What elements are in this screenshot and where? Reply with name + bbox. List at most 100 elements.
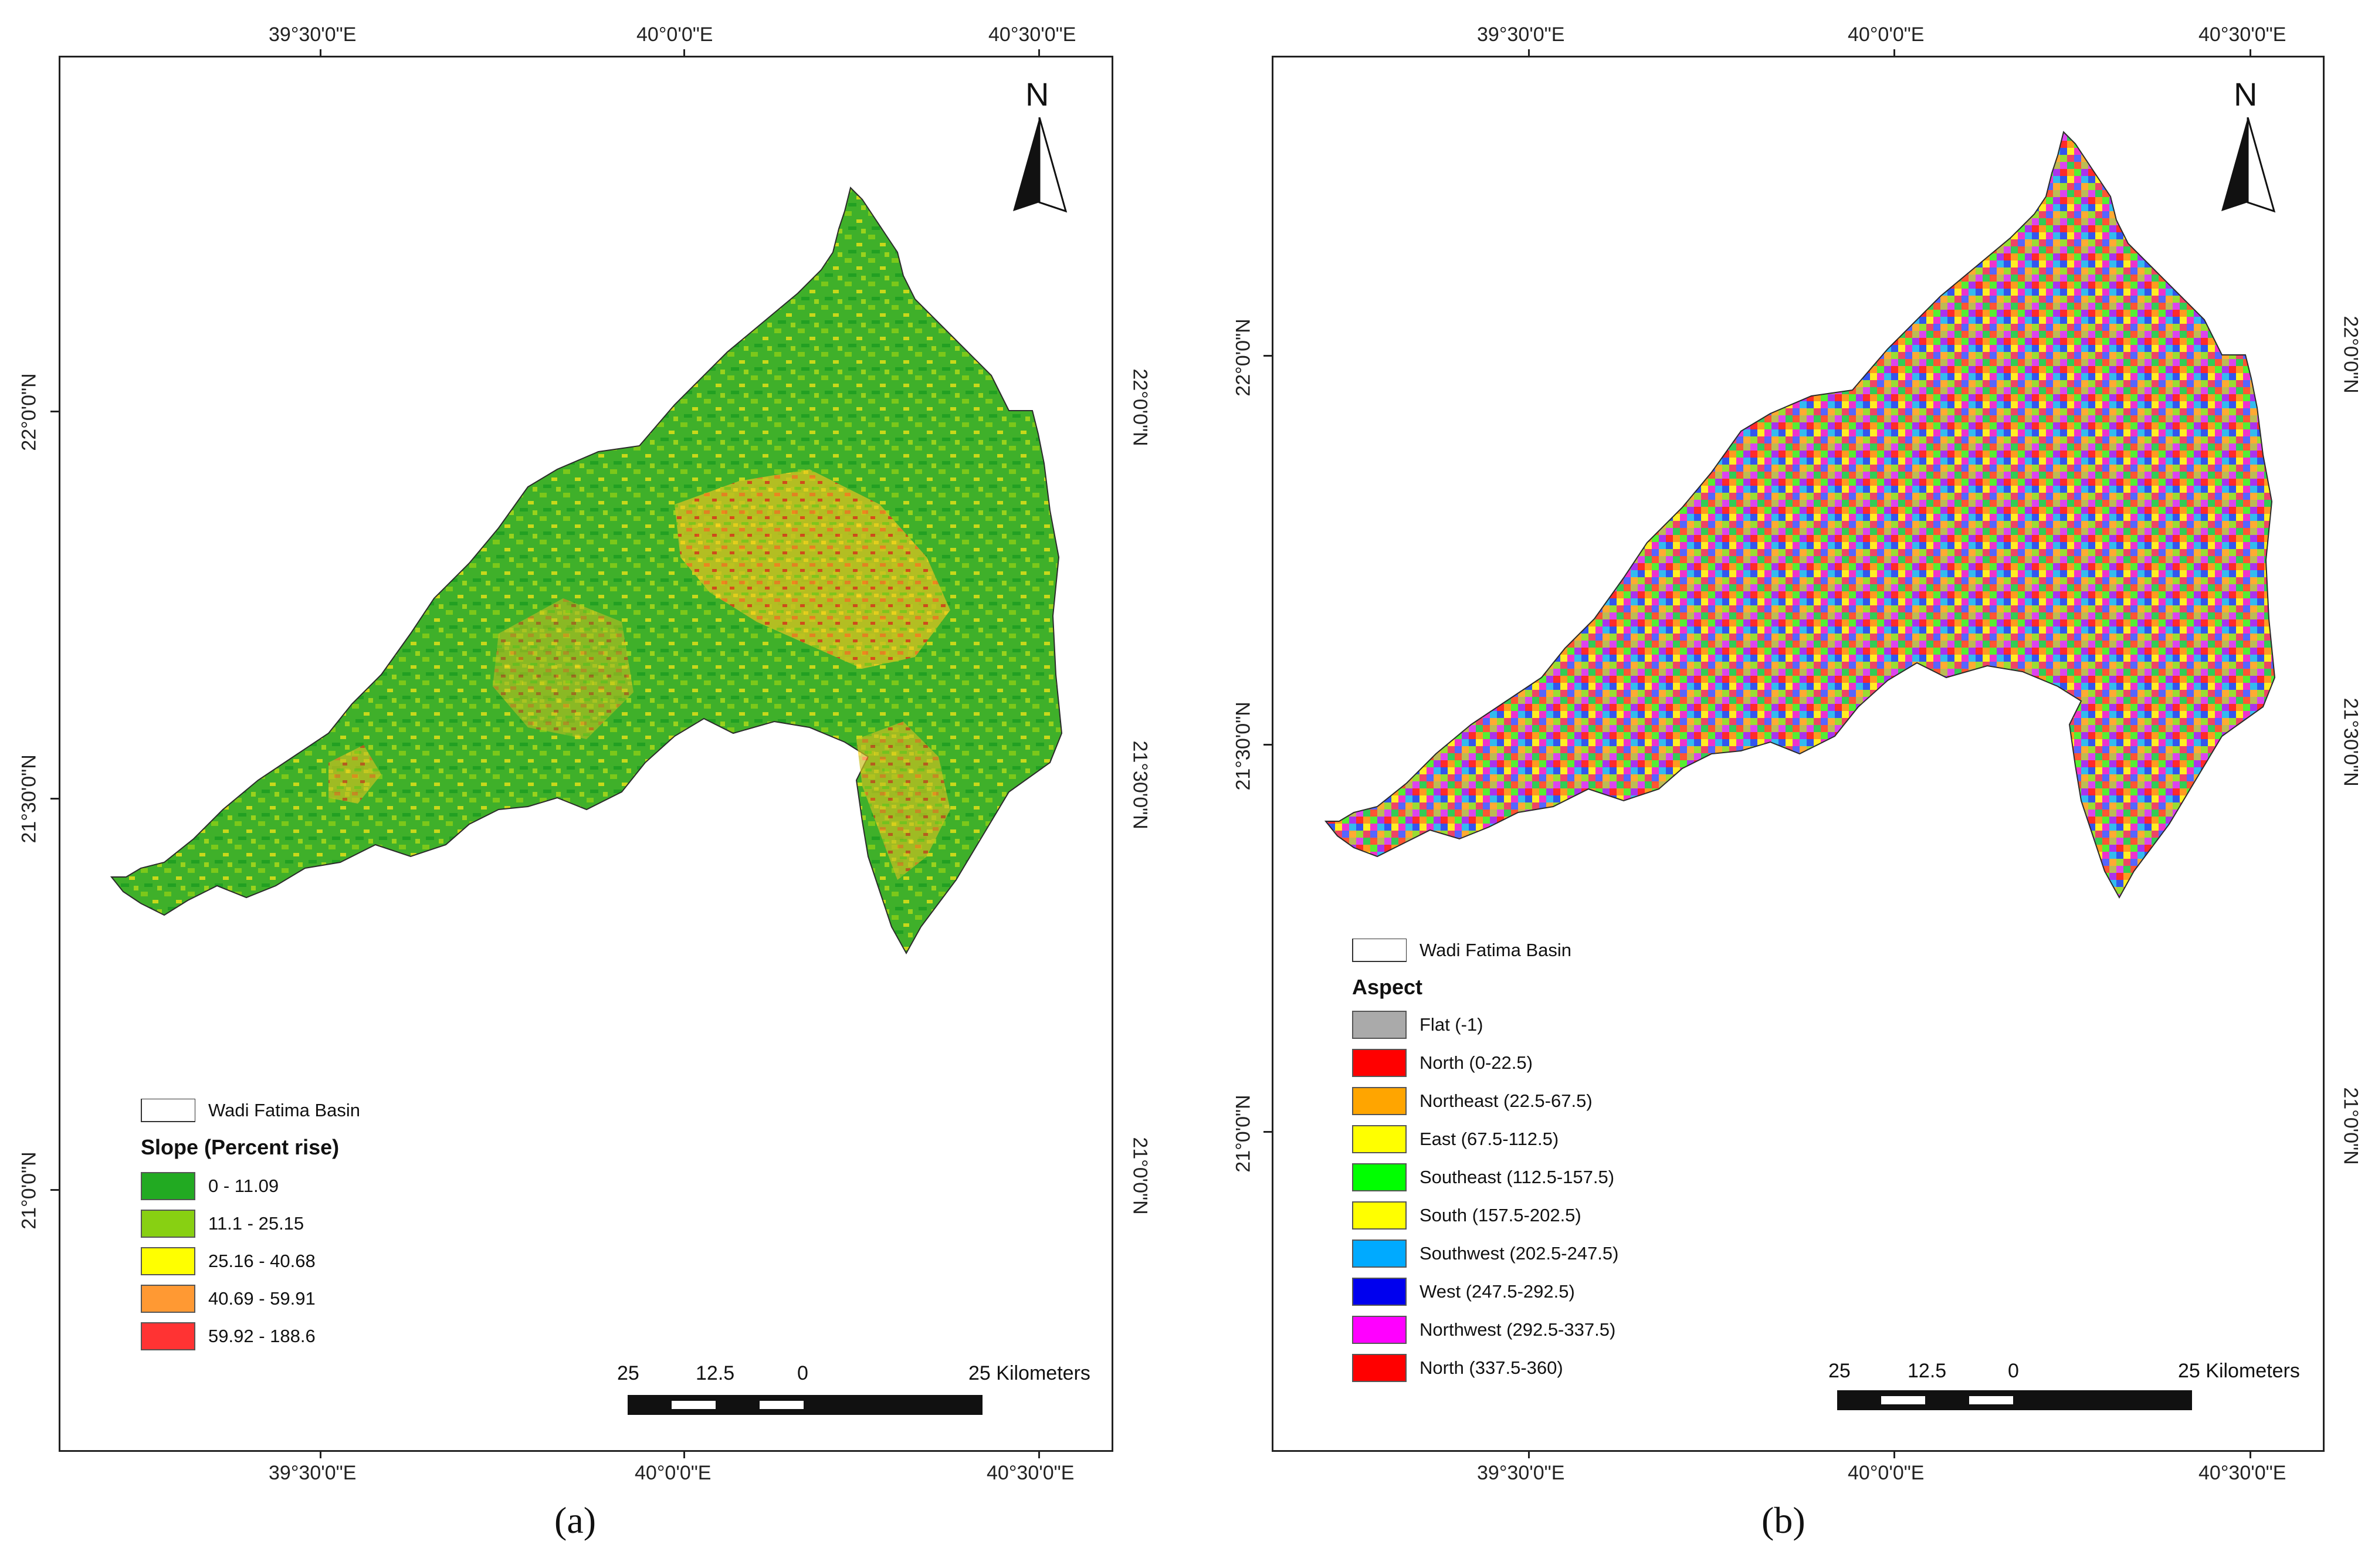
legend-item-a-2: 25.16 - 40.68	[141, 1247, 316, 1276]
legend-label: Southwest (202.5-247.5)	[1420, 1243, 1619, 1264]
bottom-tick-b-2: 40°0'0"E	[1848, 1462, 1925, 1484]
scale-label-km: 25 Kilometers	[968, 1362, 1090, 1384]
bottom-tick-b-3: 40°30'0"E	[2198, 1462, 2286, 1484]
legend-swatch	[1352, 1201, 1407, 1230]
top-tick-b-1: 39°30'0"E	[1477, 23, 1565, 46]
bottom-tick-a-2: 40°0'0"E	[635, 1462, 712, 1484]
legend-swatch	[141, 1172, 195, 1200]
left-tick-mark-a-1	[50, 411, 59, 412]
basin-legend-row-a: Wadi Fatima Basin	[141, 1096, 360, 1125]
bottom-tick-mark-b-2	[1893, 1450, 1895, 1458]
right-tick-b-2: 21°30'0"N	[2339, 697, 2362, 787]
top-tick-a-1: 39°30'0"E	[269, 23, 357, 46]
top-tick-b-2: 40°0'0"E	[1848, 23, 1925, 46]
caption-b: (b)	[1761, 1499, 1805, 1541]
legend-swatch	[141, 1285, 195, 1313]
scale-label-12-5: 12.5	[1908, 1360, 1947, 1382]
legend-item-b-5: South (157.5-202.5)	[1352, 1201, 1581, 1230]
legend-item-b-7: West (247.5-292.5)	[1352, 1277, 1575, 1306]
legend-swatch	[1352, 1240, 1407, 1268]
legend-swatch	[1352, 1316, 1407, 1344]
legend-label: Flat (-1)	[1420, 1014, 1483, 1035]
legend-label: North (0-22.5)	[1420, 1052, 1533, 1073]
scale-label-0: 0	[797, 1362, 808, 1384]
legend-label: East (67.5-112.5)	[1420, 1129, 1559, 1149]
legend-item-a-3: 40.69 - 59.91	[141, 1284, 316, 1313]
north-label-a: N	[1025, 76, 1049, 113]
slope-hotspot-a-2	[856, 722, 950, 880]
right-tick-b-1: 22°0'0"N	[2339, 316, 2362, 394]
bottom-tick-mark-a-2	[683, 1450, 685, 1458]
top-tick-b-3: 40°30'0"E	[2198, 23, 2286, 46]
legend-swatch	[1352, 1049, 1407, 1077]
basin-legend-label: Wadi Fatima Basin	[208, 1100, 360, 1120]
legend-swatch	[1352, 1163, 1407, 1191]
legend-item-a-1: 11.1 - 25.15	[141, 1209, 304, 1238]
bottom-tick-mark-a-1	[320, 1450, 321, 1458]
caption-a: (a)	[554, 1499, 597, 1541]
legend-item-b-4: Southeast (112.5-157.5)	[1352, 1163, 1614, 1192]
top-tick-mark-a-3	[1038, 49, 1040, 57]
legend-label: North (337.5-360)	[1420, 1357, 1563, 1378]
slope-hotspot-a-3	[328, 745, 381, 804]
left-tick-mark-b-2	[1263, 744, 1272, 746]
bottom-tick-a-1: 39°30'0"E	[269, 1462, 357, 1484]
legend-swatch	[1352, 1278, 1407, 1306]
bottom-tick-b-1: 39°30'0"E	[1477, 1462, 1565, 1484]
legend-swatch	[141, 1247, 195, 1275]
basin-outline-b	[1324, 131, 2276, 899]
legend-item-a-0: 0 - 11.09	[141, 1171, 279, 1201]
legend-label: Northwest (292.5-337.5)	[1420, 1319, 1616, 1340]
bottom-tick-a-3: 40°30'0"E	[987, 1462, 1075, 1484]
top-tick-mark-a-2	[683, 49, 685, 57]
legend-item-b-9: North (337.5-360)	[1352, 1353, 1563, 1383]
top-tick-a-3: 40°30'0"E	[988, 23, 1076, 46]
scale-bar-graphic-a	[628, 1395, 983, 1415]
legend-label: Southeast (112.5-157.5)	[1420, 1167, 1615, 1187]
slope-hotspot-a-1	[675, 469, 950, 669]
left-tick-mark-a-3	[50, 1189, 59, 1191]
right-tick-b-3: 21°0'0"N	[2339, 1087, 2362, 1165]
legend-swatch	[141, 1322, 195, 1350]
left-tick-a-3: 21°0'0"N	[18, 1152, 40, 1230]
legend-title-a: Slope (Percent rise)	[141, 1135, 340, 1159]
top-tick-mark-b-3	[2250, 49, 2251, 57]
legend-label: West (247.5-292.5)	[1420, 1281, 1575, 1302]
legend-swatch	[141, 1210, 195, 1238]
scale-bar-graphic-b	[1837, 1390, 2192, 1410]
basin-legend-label: Wadi Fatima Basin	[1420, 940, 1571, 960]
legend-swatch	[1352, 1354, 1407, 1382]
legend-item-b-0: Flat (-1)	[1352, 1010, 1483, 1039]
basin-outline-swatch	[141, 1099, 195, 1122]
legend-swatch	[1352, 1125, 1407, 1153]
basin-slope-map	[110, 187, 1063, 955]
legend-item-b-8: Northwest (292.5-337.5)	[1352, 1315, 1615, 1345]
right-tick-a-1: 22°0'0"N	[1129, 368, 1151, 446]
legend-label: 59.92 - 188.6	[208, 1326, 316, 1346]
legend-label: Northeast (22.5-67.5)	[1420, 1091, 1593, 1111]
legend-label: 25.16 - 40.68	[208, 1251, 316, 1271]
legend-item-b-1: North (0-22.5)	[1352, 1048, 1533, 1078]
scale-label-12-5: 12.5	[696, 1362, 735, 1384]
legend-label: 11.1 - 25.15	[208, 1213, 304, 1234]
scale-label-km: 25 Kilometers	[2178, 1360, 2300, 1382]
basin-legend-row-b: Wadi Fatima Basin	[1352, 936, 1571, 965]
left-tick-b-1: 22°0'0"N	[1232, 319, 1255, 397]
north-label-b: N	[2234, 76, 2258, 113]
left-tick-mark-a-2	[50, 798, 59, 800]
legend-item-a-4: 59.92 - 188.6	[141, 1322, 316, 1351]
legend-item-b-3: East (67.5-112.5)	[1352, 1125, 1559, 1154]
legend-label: 0 - 11.09	[208, 1176, 279, 1196]
north-arrow-icon	[2221, 117, 2276, 213]
right-tick-a-2: 21°30'0"N	[1129, 740, 1151, 829]
legend-swatch	[1352, 1087, 1407, 1115]
basin-aspect-map	[1324, 131, 2276, 899]
top-tick-mark-b-2	[1893, 49, 1895, 57]
bottom-tick-mark-a-3	[1038, 1450, 1040, 1458]
legend-item-b-6: Southwest (202.5-247.5)	[1352, 1239, 1619, 1268]
legend-item-b-2: Northeast (22.5-67.5)	[1352, 1086, 1593, 1116]
basin-outline-swatch	[1352, 939, 1407, 962]
legend-swatch	[1352, 1011, 1407, 1039]
top-tick-mark-a-1	[320, 49, 321, 57]
legend-label: South (157.5-202.5)	[1420, 1205, 1581, 1225]
